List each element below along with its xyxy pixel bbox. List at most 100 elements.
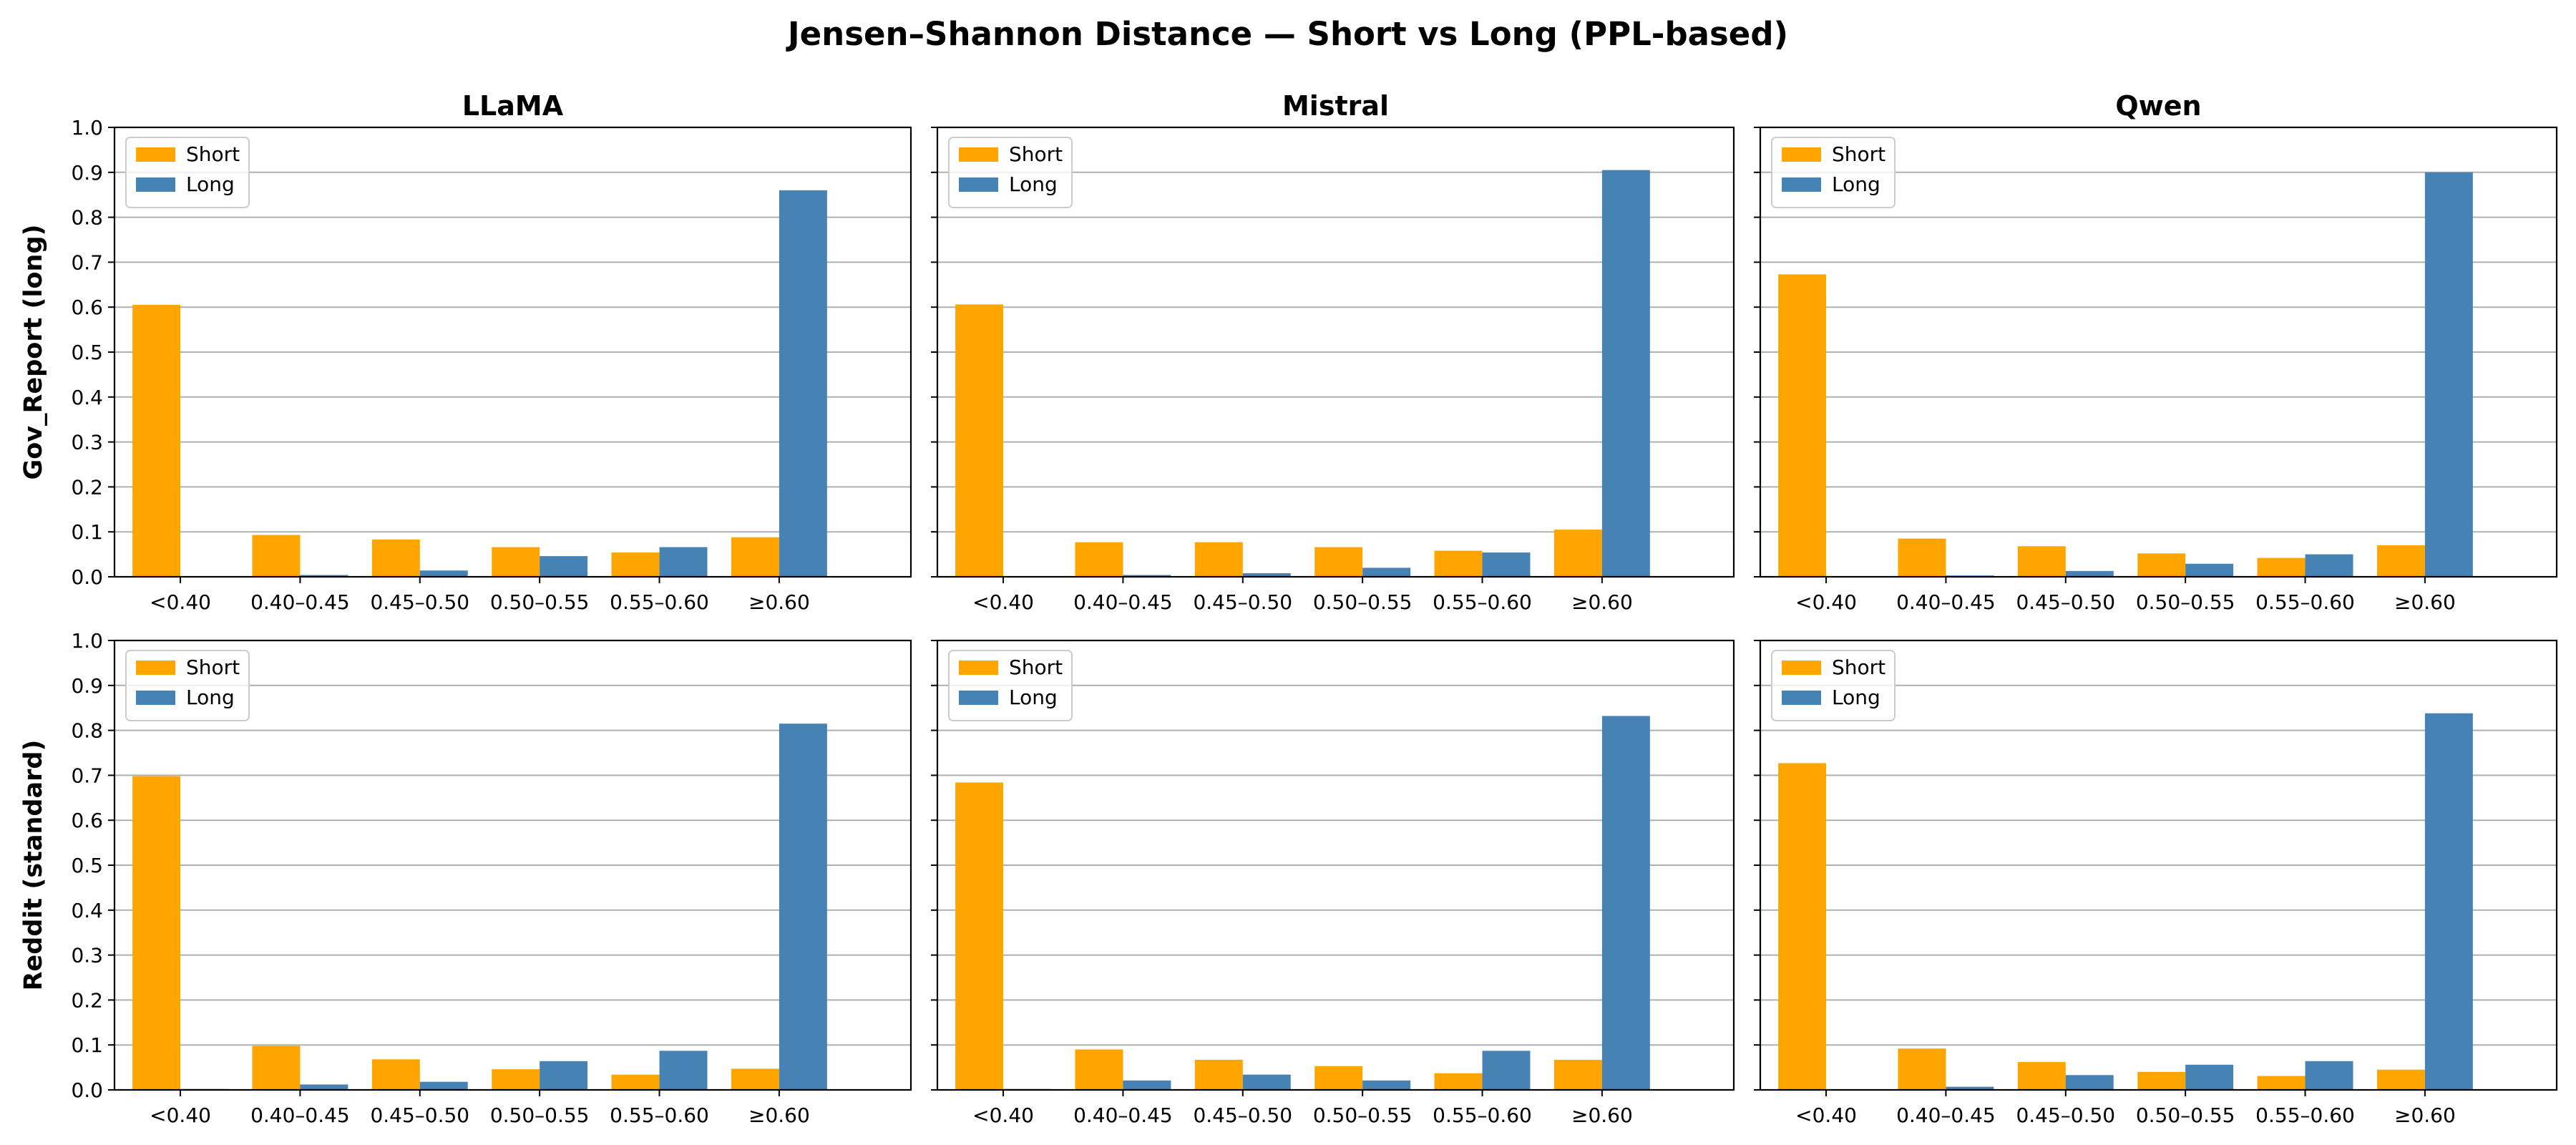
y-tick-label: 1.0	[71, 629, 103, 653]
bar-short-4	[1434, 1073, 1483, 1090]
figure-title: Jensen–Shannon Distance — Short vs Long …	[786, 15, 1788, 53]
bar-short-5	[2376, 1069, 2425, 1090]
bar-short-5	[731, 1068, 779, 1090]
bar-long-1	[1123, 1080, 1171, 1090]
x-tick-label: 0.40–0.45	[1896, 1103, 1996, 1127]
x-tick-label: 0.50–0.55	[1313, 590, 1413, 614]
y-tick-label: 0.5	[71, 341, 103, 364]
bar-short-5	[731, 537, 779, 577]
x-tick-label: 0.40–0.45	[1073, 1103, 1173, 1127]
axes-frame	[936, 639, 1735, 1091]
bar-long-5	[779, 190, 827, 577]
bar-long-4	[2305, 554, 2353, 577]
bar-long-4	[1482, 1051, 1531, 1090]
bar-short-1	[1898, 538, 1946, 577]
bar-long-5	[2424, 713, 2473, 1090]
x-tick-label: 0.50–0.55	[490, 1103, 590, 1127]
x-tick-label: 0.45–0.50	[370, 590, 469, 614]
bar-long-4	[2305, 1061, 2353, 1090]
legend-swatch-short	[136, 661, 175, 675]
y-axis-label: Reddit (standard)	[19, 740, 48, 991]
bar-long-1	[300, 1084, 348, 1090]
x-tick-label: <0.40	[1795, 1103, 1857, 1127]
subplot-grid: <0.40 0.40–0.45 0.45–0.50 0.50–0.55 0.55–0.6…	[19, 90, 2558, 1127]
legend-label-short: Short	[186, 656, 240, 679]
legend-label-short: Short	[186, 142, 240, 166]
y-tick-label: 0.6	[71, 296, 103, 319]
bar-short-4	[611, 552, 660, 577]
x-tick-label: 0.45–0.50	[1193, 1103, 1292, 1127]
x-tick-label: 0.50–0.55	[1313, 1103, 1413, 1127]
bar-short-3	[2137, 553, 2186, 577]
panel-mistral-gov-report-long: <0.40 0.40–0.45 0.45–0.50 0.50–0.55 0.55–0.6…	[931, 90, 1735, 614]
y-tick-label: 0.0	[71, 565, 103, 589]
legend-label-long: Long	[1009, 686, 1058, 709]
panel-llama-gov-report-long: <0.40 0.40–0.45 0.45–0.50 0.50–0.55 0.55–0.6…	[19, 90, 912, 614]
bar-short-5	[1553, 530, 1602, 577]
x-tick-label: ≥0.60	[748, 1103, 810, 1127]
legend: Short Long	[1771, 137, 1896, 208]
x-tick-label: 0.55–0.60	[2255, 590, 2355, 614]
legend-swatch-long	[1782, 691, 1821, 705]
bar-short-1	[1075, 542, 1123, 577]
bar-long-2	[2065, 1075, 2114, 1090]
legend-label-long: Long	[1009, 172, 1058, 196]
bar-long-2	[1242, 572, 1291, 577]
legend-label-short: Short	[1832, 656, 1885, 679]
bar-short-3	[2137, 1071, 2186, 1090]
bar-short-1	[1898, 1048, 1946, 1090]
x-tick-label: 0.50–0.55	[2136, 590, 2235, 614]
x-tick-label: 0.40–0.45	[250, 1103, 350, 1127]
panel-mistral-reddit-standard: <0.40 0.40–0.45 0.45–0.50 0.50–0.55 0.55–0.6…	[931, 639, 1735, 1127]
y-tick-label: 0.3	[71, 431, 103, 454]
bar-short-2	[1194, 542, 1243, 577]
x-tick-label: <0.40	[1795, 590, 1857, 614]
bar-long-1	[300, 575, 348, 577]
y-tick-label: 0.2	[71, 988, 103, 1012]
x-tick-label: ≥0.60	[1571, 1103, 1633, 1127]
legend-swatch-long	[959, 177, 998, 192]
x-tick-label: ≥0.60	[748, 590, 810, 614]
axes-frame	[1759, 126, 2558, 578]
legend-swatch-long	[136, 691, 175, 705]
bar-short-3	[1314, 547, 1363, 577]
legend-label-short: Short	[1009, 142, 1063, 166]
bar-short-2	[1194, 1059, 1243, 1090]
axes-frame	[936, 126, 1735, 578]
x-tick-label: 0.45–0.50	[2016, 1103, 2115, 1127]
bar-long-5	[2424, 172, 2473, 578]
bar-long-5	[1601, 716, 1650, 1090]
y-tick-label: 0.7	[71, 250, 103, 274]
y-tick-label: 1.0	[71, 116, 103, 140]
legend-swatch-long	[1782, 177, 1821, 192]
legend: Short Long	[1771, 650, 1896, 721]
x-tick-label: ≥0.60	[2394, 1103, 2456, 1127]
bar-short-0	[132, 776, 181, 1090]
y-tick-label: 0.5	[71, 854, 103, 877]
x-tick-label: ≥0.60	[2394, 590, 2456, 614]
bar-short-5	[2376, 545, 2425, 577]
bar-short-2	[371, 1059, 420, 1090]
x-tick-label: 0.40–0.45	[1073, 590, 1173, 614]
bar-short-2	[2017, 1062, 2066, 1090]
x-tick-label: 0.55–0.60	[610, 1103, 709, 1127]
x-tick-label: 0.55–0.60	[1433, 590, 1532, 614]
bar-short-0	[955, 304, 1004, 577]
legend-swatch-short	[959, 661, 998, 675]
axes-frame	[113, 639, 912, 1091]
bar-long-4	[659, 1051, 708, 1090]
bar-long-1	[1123, 575, 1171, 577]
bar-long-3	[1362, 1080, 1411, 1090]
x-tick-label: <0.40	[150, 590, 211, 614]
x-tick-label: 0.50–0.55	[490, 590, 590, 614]
y-tick-label: 0.1	[71, 1033, 103, 1057]
x-tick-label: 0.55–0.60	[610, 590, 709, 614]
legend-label-long: Long	[186, 686, 235, 709]
bar-short-0	[132, 305, 181, 577]
y-tick-label: 0.8	[71, 206, 103, 230]
bar-long-5	[779, 723, 827, 1090]
legend-label-short: Short	[1009, 656, 1063, 679]
legend: Short Long	[948, 137, 1073, 208]
x-tick-label: 0.40–0.45	[250, 590, 350, 614]
